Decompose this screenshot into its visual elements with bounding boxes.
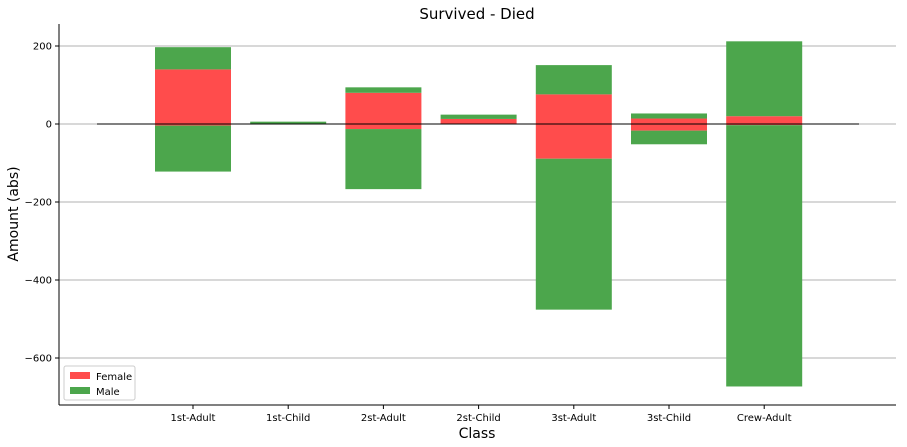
axes bbox=[58, 24, 896, 406]
bar-male-survived bbox=[155, 47, 231, 70]
y-tick-label: −200 bbox=[25, 198, 52, 209]
legend-label-male: Male bbox=[96, 387, 120, 398]
bar-female-survived bbox=[631, 118, 707, 124]
bar-female-survived bbox=[345, 92, 422, 124]
y-tick-label: −400 bbox=[25, 276, 52, 287]
bar-male-died bbox=[726, 125, 803, 387]
bar-female-died bbox=[631, 124, 707, 131]
bar-male-survived bbox=[726, 41, 803, 117]
bar-female-died bbox=[726, 124, 803, 126]
legend-label-female: Female bbox=[96, 372, 132, 383]
y-tick-label: 0 bbox=[46, 120, 52, 131]
x-tick-label: 2st-Child bbox=[456, 413, 500, 424]
legend-swatch-female bbox=[70, 372, 90, 379]
x-axis-label: Class bbox=[459, 426, 496, 442]
x-tick-label: 1st-Child bbox=[266, 413, 310, 424]
y-tick-label: 200 bbox=[33, 42, 52, 53]
x-tick-label: Crew-Adult bbox=[737, 413, 792, 424]
bars bbox=[155, 41, 803, 387]
legend-swatch-male bbox=[70, 387, 90, 394]
x-tick-label: 1st-Adult bbox=[171, 413, 216, 424]
chart-title: Survived - Died bbox=[419, 5, 534, 23]
bar-female-died bbox=[535, 124, 612, 159]
bar-male-survived bbox=[250, 121, 327, 124]
bar-male-survived bbox=[440, 114, 517, 119]
bar-female-survived bbox=[440, 118, 517, 124]
x-tick-label: 3st-Adult bbox=[551, 413, 596, 424]
bar-male-died bbox=[155, 125, 231, 172]
bar-female-survived bbox=[726, 116, 803, 124]
y-ticks: 200 0 −200 −400 −600 bbox=[25, 42, 59, 365]
x-tick-label: 2st-Adult bbox=[361, 413, 406, 424]
bar-male-survived bbox=[345, 87, 422, 93]
bar-female-died bbox=[345, 124, 422, 130]
x-ticks: 1st-Adult 1st-Child 2st-Adult 2st-Child 3st-… bbox=[171, 405, 792, 424]
bar-female-died bbox=[155, 124, 231, 126]
bar-male-died bbox=[535, 158, 612, 310]
bar-male-survived bbox=[631, 113, 707, 119]
x-tick-label: 3st-Child bbox=[647, 413, 691, 424]
bar-male-died bbox=[345, 129, 422, 190]
y-tick-label: −600 bbox=[25, 354, 52, 365]
bar-female-survived bbox=[155, 69, 231, 124]
bar-male-died bbox=[631, 130, 707, 145]
y-axis-label: Amount (abs) bbox=[6, 166, 22, 261]
bar-female-survived bbox=[535, 94, 612, 124]
legend: Female Male bbox=[63, 365, 136, 401]
bar-male-survived bbox=[535, 65, 612, 95]
